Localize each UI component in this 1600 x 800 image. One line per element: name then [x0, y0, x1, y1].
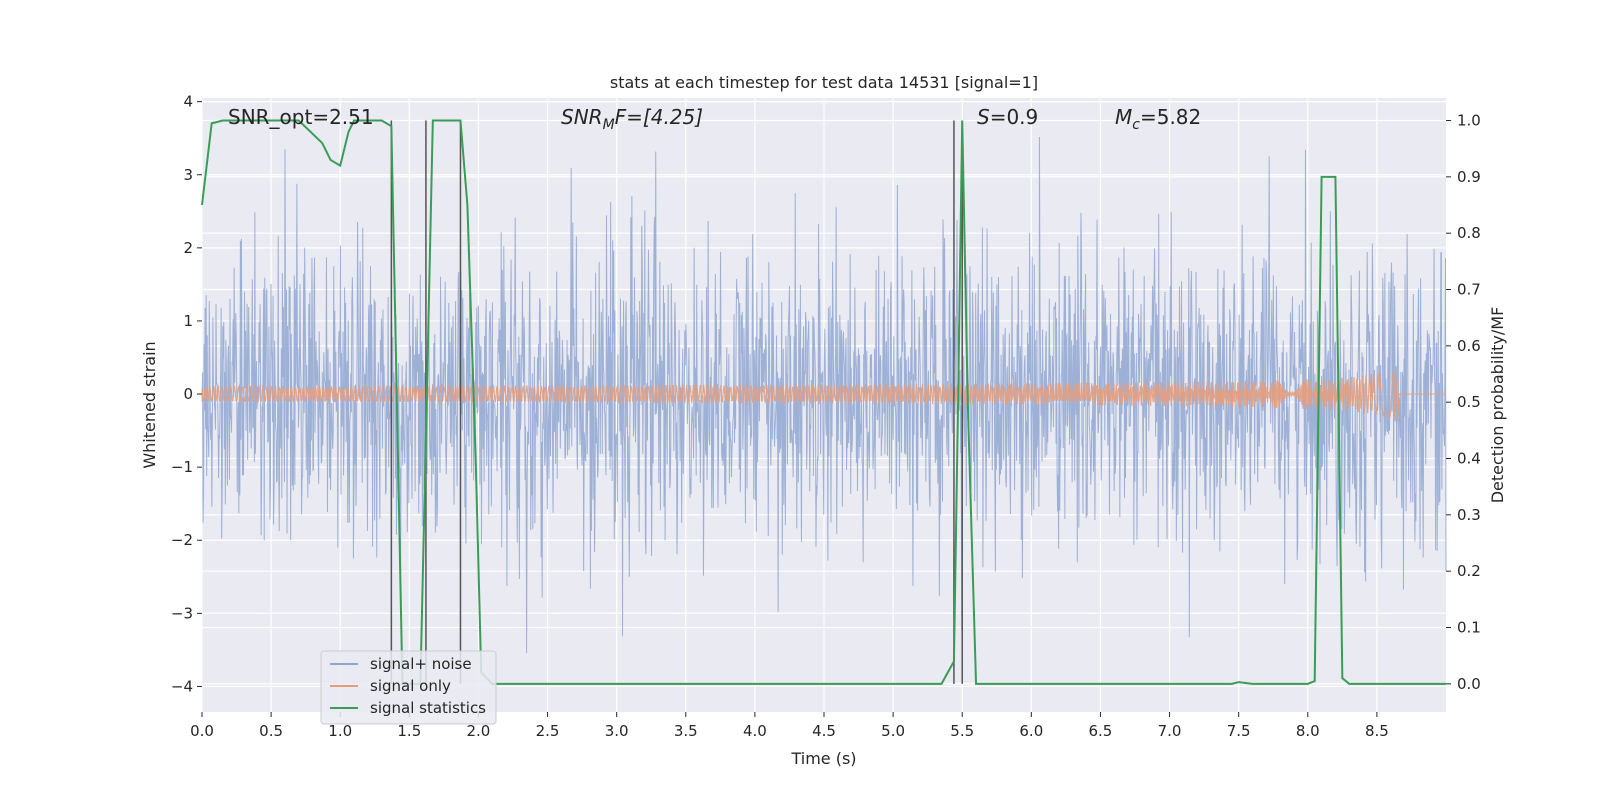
- x-tick-label: 4.0: [743, 722, 767, 740]
- right-tick-label: 0.7: [1457, 281, 1481, 299]
- x-tick-label: 6.0: [1019, 722, 1043, 740]
- left-tick-label: 1: [183, 312, 193, 330]
- right-tick-label: 0.4: [1457, 450, 1481, 468]
- x-tick-label: 5.0: [881, 722, 905, 740]
- x-tick-label: 7.5: [1227, 722, 1251, 740]
- annotation-snr-mf: SNRMF=[4.25]: [561, 105, 703, 133]
- left-tick-label: −4: [171, 677, 193, 695]
- x-tick-label: 2.0: [467, 722, 491, 740]
- annotation-mc: Mc=5.82: [1115, 105, 1201, 133]
- right-tick-label: 0.0: [1457, 675, 1481, 693]
- left-tick-label: 4: [183, 93, 193, 111]
- signal-trace: [201, 370, 1446, 422]
- annotation-snr-opt: SNR_opt=2.51: [228, 105, 374, 129]
- x-tick-label: 2.5: [536, 722, 560, 740]
- right-tick-label: 0.2: [1457, 562, 1481, 580]
- x-tick-label: 1.5: [397, 722, 421, 740]
- x-tick-label: 7.0: [1158, 722, 1182, 740]
- x-axis-label: Time (s): [790, 749, 856, 768]
- x-tick-label: 8.5: [1365, 722, 1389, 740]
- legend-label-signal-only: signal only: [370, 677, 451, 695]
- left-tick-label: −3: [171, 604, 193, 622]
- series-signal-statistics: [201, 119, 1446, 685]
- noise-trace: [201, 137, 1447, 654]
- chart-title: stats at each timestep for test data 145…: [610, 73, 1038, 92]
- x-tick-label: 4.5: [812, 722, 836, 740]
- right-tick-label: 0.9: [1457, 168, 1481, 186]
- left-tick-label: 0: [183, 385, 193, 403]
- x-axis-ticks: 0.0 0.5 1.0 1.5 2.0 2.5 3.0 3.5 4.0 4.5 5.0 5.5 6.0 6…: [190, 712, 1389, 740]
- right-tick-label: 0.6: [1457, 337, 1481, 355]
- right-tick-label: 0.8: [1457, 224, 1481, 242]
- right-tick-label: 0.1: [1457, 619, 1481, 637]
- series-signal-noise: [201, 137, 1447, 654]
- legend-box: [320, 650, 497, 725]
- legend-label-signal-statistics: signal statistics: [370, 699, 486, 717]
- left-tick-label: 3: [183, 166, 193, 184]
- right-tick-label: 1.0: [1457, 112, 1481, 130]
- x-tick-label: 3.5: [674, 722, 698, 740]
- right-axis-ticks: 1.0 0.9 0.8 0.7 0.6 0.5 0.4 0.3 0.2 0.1 0.0: [1446, 112, 1481, 693]
- right-tick-label: 0.3: [1457, 506, 1481, 524]
- x-tick-label: 5.5: [950, 722, 974, 740]
- left-tick-label: 2: [183, 239, 193, 257]
- statistics-trace: [201, 119, 1446, 685]
- left-tick-label: −2: [171, 531, 193, 549]
- x-tick-label: 0.5: [259, 722, 283, 740]
- annotation-s: S=0.9: [977, 105, 1038, 129]
- x-tick-label: 8.0: [1296, 722, 1320, 740]
- left-axis-label: Whitened strain: [140, 341, 159, 468]
- right-tick-label: 0.5: [1457, 393, 1481, 411]
- legend: signal+ noise signal only signal statist…: [320, 650, 497, 725]
- x-tick-label: 0.0: [190, 722, 214, 740]
- left-axis-ticks: 4 3 2 1 0 −1 −2 −3 −4: [171, 93, 202, 695]
- x-tick-label: 3.0: [605, 722, 629, 740]
- x-tick-label: 1.0: [328, 722, 352, 740]
- legend-label-signal-noise: signal+ noise: [370, 655, 472, 673]
- x-tick-label: 6.5: [1089, 722, 1113, 740]
- series-signal-only: [201, 370, 1446, 422]
- right-axis-label: Detection probability/MF: [1488, 307, 1507, 504]
- left-tick-label: −1: [171, 458, 193, 476]
